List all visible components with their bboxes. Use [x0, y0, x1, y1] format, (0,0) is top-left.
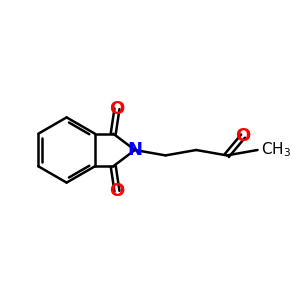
Text: O: O	[236, 127, 251, 145]
Text: O: O	[110, 100, 124, 118]
Text: N: N	[128, 141, 142, 159]
Text: CH$_3$: CH$_3$	[261, 141, 291, 159]
Text: O: O	[110, 182, 124, 200]
